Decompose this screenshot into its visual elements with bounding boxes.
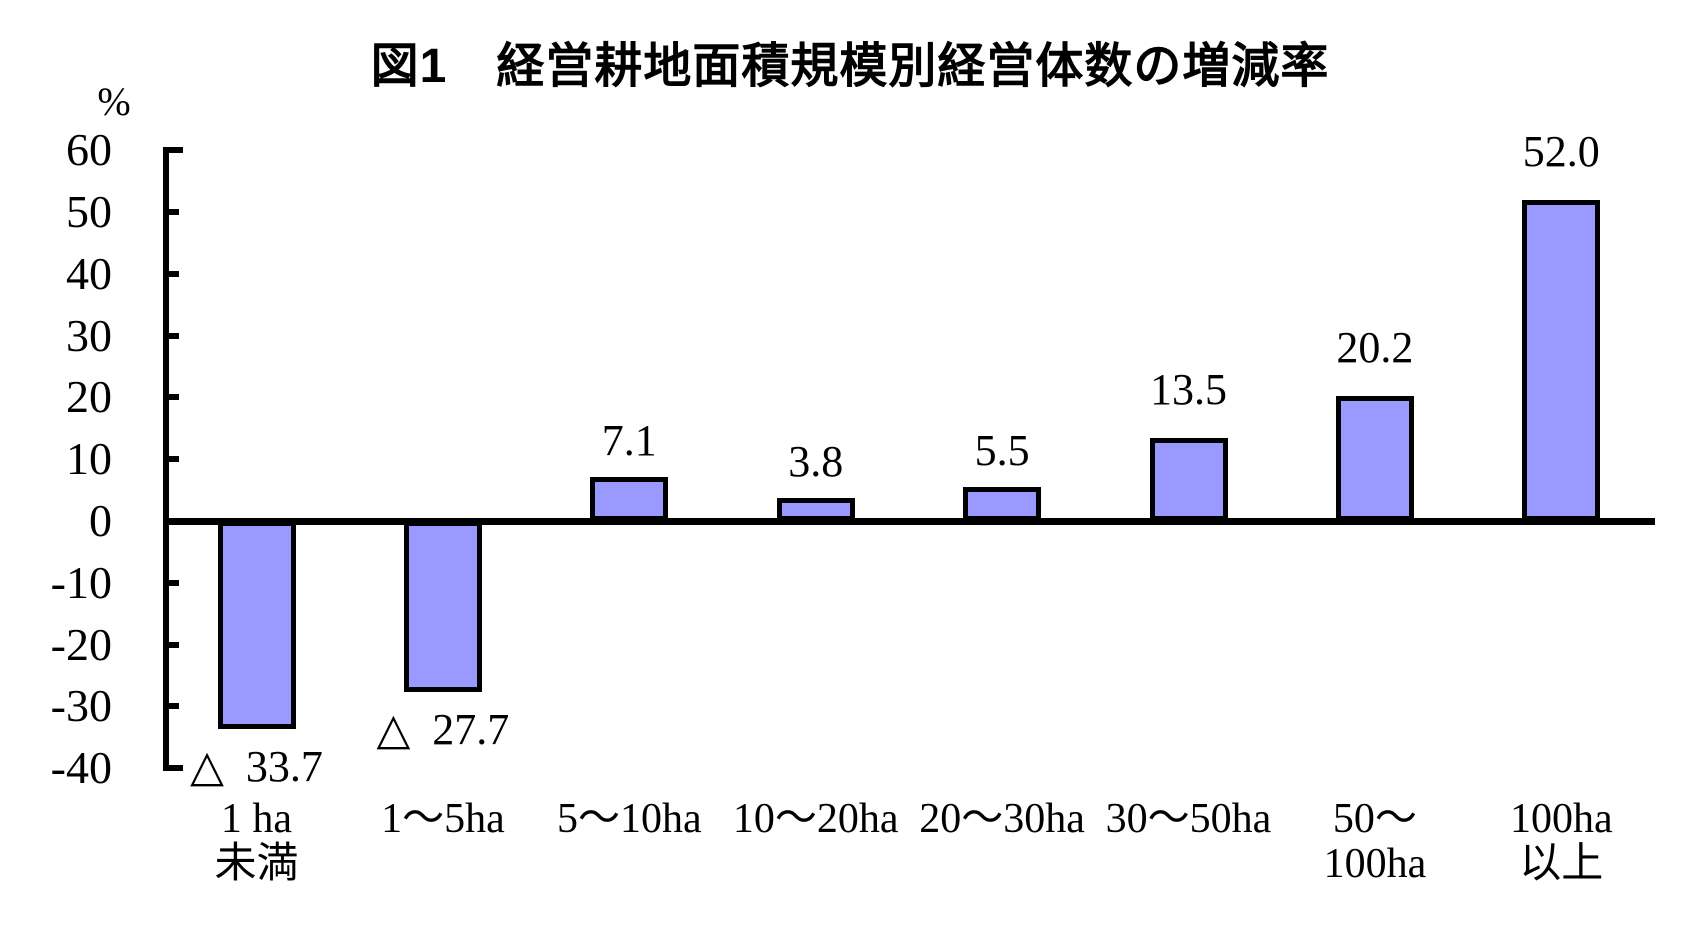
y-axis-tick-label: 30 [66, 309, 112, 361]
y-axis-tick-label: -10 [50, 556, 112, 608]
y-axis-tick [163, 641, 179, 648]
bar-value-label: 5.5 [974, 426, 1030, 475]
y-axis-tick [163, 703, 179, 710]
bar [217, 521, 296, 730]
bar [963, 487, 1042, 521]
category-label: 100ha 以上 [1509, 796, 1613, 887]
bar-value-label: 52.0 [1522, 126, 1600, 176]
y-axis-tick-label: -40 [50, 742, 112, 794]
y-axis-tick [163, 456, 179, 463]
bar-value-label: △ 27.7 [376, 705, 510, 755]
y-axis-tick-label: 50 [66, 186, 112, 237]
y-axis-tick-label: 10 [66, 433, 112, 485]
bar-value-label: 3.8 [788, 436, 844, 486]
category-label: 1～5ha [381, 796, 505, 842]
bar [1149, 437, 1228, 521]
chart-title: 図1 経営耕地面積規模別経営体数の増減率 [370, 40, 1330, 93]
y-axis-tick-label: 20 [66, 371, 112, 423]
bar [1335, 396, 1414, 521]
category-label: 10～20ha [732, 796, 899, 842]
category-label: 30～50ha [1105, 796, 1272, 842]
y-axis-tick [163, 209, 179, 215]
category-label: 50～ 100ha [1323, 796, 1427, 887]
y-axis-tick-label: 40 [66, 247, 112, 299]
bar-value-label: 7.1 [601, 416, 657, 466]
y-axis-tick [163, 579, 179, 586]
category-label: 1 ha 未満 [214, 796, 299, 887]
category-label: 5～10ha [556, 796, 702, 842]
bar [1522, 199, 1601, 521]
bar-value-label: △ 33.7 [190, 742, 323, 792]
y-axis-tick [163, 270, 179, 277]
bar [403, 521, 482, 693]
bar-value-label: 20.2 [1336, 323, 1414, 373]
y-axis-tick [163, 765, 183, 772]
y-axis-tick-label: 0 [89, 495, 112, 546]
y-axis-tick [163, 394, 179, 401]
category-label: 20～30ha [919, 796, 1085, 842]
bar [590, 477, 669, 521]
y-axis-unit-label: % [97, 79, 131, 124]
x-axis-baseline [163, 517, 1655, 525]
bar-value-label: 13.5 [1150, 364, 1227, 414]
y-axis-tick-label: -20 [50, 618, 112, 670]
y-axis-tick-label: -30 [50, 680, 112, 732]
y-axis-tick [163, 332, 179, 339]
y-axis-tick-label: 60 [66, 124, 112, 176]
y-axis-tick [163, 147, 183, 154]
